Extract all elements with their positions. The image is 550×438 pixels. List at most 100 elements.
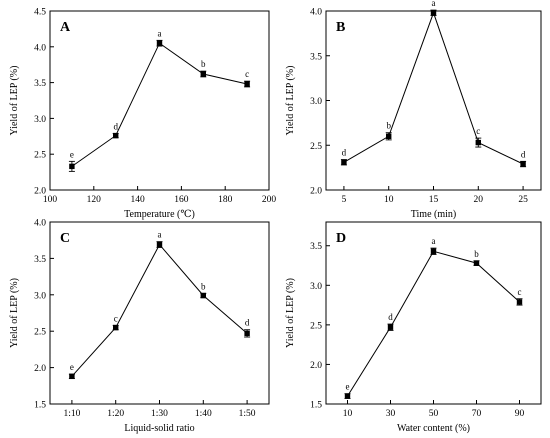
significance-label: e: [346, 382, 350, 392]
x-tick-label: 70: [472, 409, 482, 419]
y-tick-label: 1.5: [310, 401, 322, 411]
data-point: [69, 373, 75, 380]
data-point: [430, 248, 437, 254]
significance-label: e: [70, 362, 74, 372]
significance-label: d: [113, 121, 118, 131]
data-point: [475, 139, 481, 146]
data-point: [520, 161, 526, 167]
data-point: [430, 10, 437, 16]
data-point: [113, 132, 119, 139]
x-tick-label: 20: [474, 195, 484, 205]
x-tick-label: 100: [43, 195, 58, 205]
x-tick-label: 180: [218, 195, 233, 205]
y-tick-label: 3.5: [310, 52, 322, 62]
panel-letter: A: [60, 20, 71, 35]
x-tick-label: 50: [429, 409, 439, 419]
x-tick-label: 25: [518, 195, 528, 205]
y-tick-label: 2.0: [34, 187, 46, 197]
y-tick-label: 2.5: [34, 328, 46, 338]
y-tick-label: 4.0: [310, 8, 322, 18]
significance-label: d: [342, 148, 347, 158]
x-tick-label: 5: [342, 195, 347, 205]
significance-label: d: [245, 318, 250, 328]
plot-frame: [325, 10, 542, 191]
y-tick-label: 2.5: [310, 321, 322, 331]
significance-label: b: [474, 249, 479, 259]
y-tick-label: 3.5: [34, 79, 46, 89]
data-point: [113, 324, 119, 331]
y-tick-label: 4.5: [34, 8, 46, 18]
y-tick-label: 3.0: [34, 291, 46, 301]
x-axis-label: Liquid-solid ratio: [124, 423, 194, 434]
x-tick-label: 200: [262, 195, 277, 205]
significance-label: a: [158, 28, 162, 38]
data-point: [473, 260, 480, 266]
significance-label: d: [521, 149, 526, 159]
y-axis-label: Yield of LEP (%): [285, 278, 296, 348]
panel-letter: C: [60, 231, 70, 246]
x-tick-label: 1:30: [151, 409, 168, 419]
y-tick-label: 3.0: [310, 282, 322, 292]
y-tick-label: 4.0: [34, 43, 46, 53]
y-tick-label: 2.5: [310, 142, 322, 152]
data-point: [341, 159, 347, 165]
series-line: [343, 11, 524, 165]
y-tick-label: 1.5: [34, 401, 46, 411]
series-line: [71, 243, 248, 377]
x-tick-label: 160: [174, 195, 189, 205]
chart-panel-b: 2.0 2.5 3.0 3.5 4.0 5 10 15 20 25 Time (min) Yield …: [285, 0, 542, 220]
x-tick-label: 120: [87, 195, 102, 205]
data-point: [516, 299, 523, 305]
significance-label: a: [432, 236, 436, 246]
plot-frame: [49, 221, 270, 405]
data-point: [69, 163, 75, 170]
y-tick-label: 3.5: [34, 255, 46, 265]
significance-label: c: [518, 287, 522, 297]
significance-label: c: [114, 313, 118, 323]
significance-label: b: [386, 121, 391, 131]
y-tick-label: 3.5: [310, 242, 322, 252]
y-axis-label: Yield of LEP (%): [9, 278, 20, 348]
x-tick-label: 1:10: [63, 409, 80, 419]
x-tick-label: 1:50: [239, 409, 256, 419]
x-tick-label: 1:20: [107, 409, 124, 419]
y-tick-label: 2.0: [310, 187, 322, 197]
x-axis-label: Temperature (℃): [124, 209, 195, 220]
significance-label: a: [432, 0, 436, 8]
data-point: [386, 133, 392, 139]
data-point: [387, 324, 394, 330]
significance-label: c: [476, 126, 480, 136]
panel-letter: D: [336, 231, 346, 246]
panel-letter: B: [336, 20, 345, 35]
chart-panel-c: 1.5 2.0 2.5 3.0 3.5 4.0 1:10 1:20 1:30 1:40 1:50 Li…: [9, 219, 270, 434]
data-point: [344, 393, 351, 399]
y-tick-label: 3.0: [34, 115, 46, 125]
y-tick-label: 2.5: [34, 151, 46, 161]
significance-label: a: [158, 230, 162, 240]
data-point: [200, 292, 206, 299]
plot-frame: [49, 10, 270, 191]
significance-label: d: [388, 312, 393, 322]
y-axis-label: Yield of LEP (%): [9, 66, 20, 136]
significance-label: c: [245, 69, 249, 79]
x-tick-label: 10: [343, 409, 353, 419]
y-tick-label: 2.0: [34, 364, 46, 374]
data-point: [244, 81, 250, 87]
series-line: [347, 250, 520, 397]
x-tick-label: 140: [130, 195, 145, 205]
y-tick-label: 2.0: [310, 361, 322, 371]
x-tick-label: 30: [386, 409, 396, 419]
data-point: [244, 330, 250, 337]
significance-label: b: [201, 59, 206, 69]
significance-label: b: [201, 281, 206, 291]
x-tick-label: 10: [384, 195, 394, 205]
data-point: [200, 71, 206, 77]
data-point: [156, 40, 163, 46]
x-tick-label: 15: [429, 195, 439, 205]
x-tick-label: 90: [515, 409, 525, 419]
x-axis-label: Water content (%): [397, 423, 470, 434]
y-tick-label: 3.0: [310, 97, 322, 107]
significance-label: e: [70, 149, 74, 159]
chart-panel-d: 1.5 2.0 2.5 3.0 3.5 10 30 50 70 90 Water content (…: [285, 221, 542, 434]
